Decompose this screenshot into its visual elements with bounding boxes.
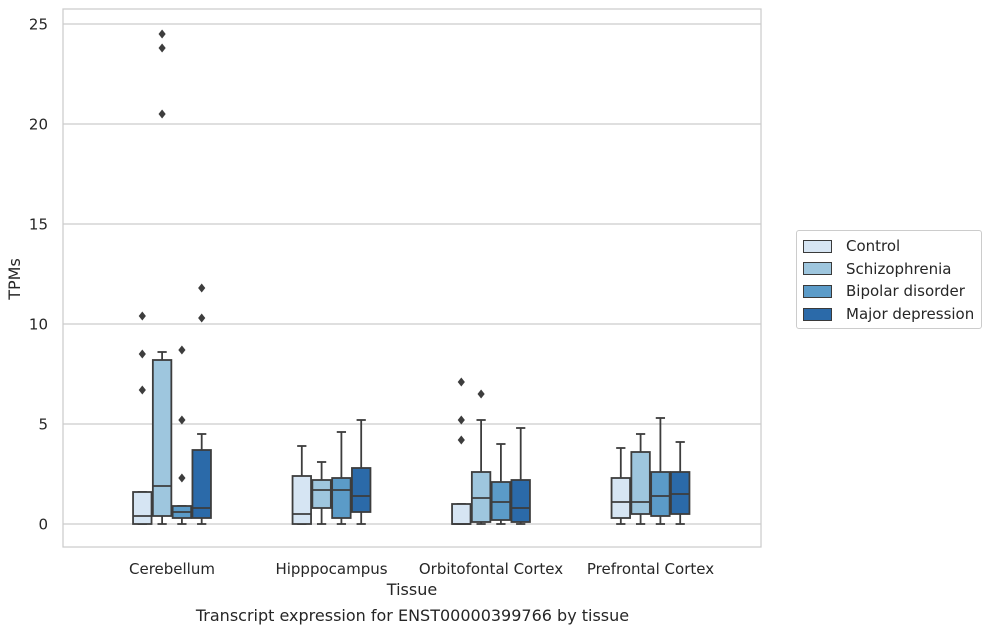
outlier-point	[457, 377, 465, 387]
y-tick-label: 15	[29, 216, 48, 234]
box-bipolar-disorder	[171, 345, 193, 525]
outlier-point	[178, 473, 186, 483]
box-iqr	[451, 503, 472, 525]
legend-swatch	[803, 262, 832, 276]
y-tick-label: 10	[29, 316, 48, 334]
x-axis-label: Tissue	[386, 580, 437, 599]
box-bipolar-disorder	[331, 431, 352, 525]
box-iqr	[470, 471, 492, 523]
legend-item: Control	[797, 235, 981, 258]
box-iqr	[610, 477, 631, 519]
y-tick-label: 0	[38, 516, 48, 534]
outlier-point	[158, 109, 166, 119]
legend-label: Control	[846, 237, 901, 256]
y-tick-label: 25	[29, 16, 48, 34]
box-schizophrenia	[470, 389, 492, 525]
outlier-point	[138, 349, 146, 359]
x-tick-label: Cerebellum	[129, 560, 215, 578]
box-major-depression	[351, 419, 372, 525]
x-tick-label: Orbitofontal Cortex	[419, 560, 563, 578]
legend-item: Bipolar disorder	[797, 280, 981, 303]
plot-area	[62, 8, 762, 548]
outlier-point	[198, 283, 206, 293]
x-axis-ticks: Cerebellum Hipppocampus Orbitofontal Corte…	[129, 560, 714, 578]
outlier-point	[158, 43, 166, 53]
box-schizophrenia	[311, 461, 332, 525]
outlier-point	[477, 389, 485, 399]
box-series	[132, 29, 691, 525]
box-major-depression	[670, 441, 691, 525]
box-iqr	[351, 467, 372, 513]
x-tick-label: Hipppocampus	[275, 560, 387, 578]
box-major-depression	[510, 427, 531, 525]
box-iqr	[670, 471, 691, 515]
outlier-point	[198, 313, 206, 323]
box-iqr	[151, 359, 173, 517]
outlier-point	[178, 345, 186, 355]
box-iqr	[191, 449, 212, 519]
legend-swatch	[803, 239, 832, 253]
legend-label: Bipolar disorder	[846, 282, 965, 301]
box-iqr	[331, 477, 352, 519]
box-major-depression	[191, 283, 212, 525]
box-control	[610, 447, 631, 525]
outlier-point	[138, 311, 146, 321]
outlier-point	[457, 415, 465, 425]
legend-label: Major depression	[846, 305, 975, 324]
legend-swatch	[803, 307, 832, 321]
box-iqr	[630, 451, 651, 515]
legend-swatch	[803, 284, 832, 298]
box-iqr	[291, 475, 312, 525]
legend-item: Major depression	[797, 303, 981, 326]
outlier-point	[457, 435, 465, 445]
y-tick-label: 5	[38, 416, 48, 434]
y-axis-label: TPMs	[5, 258, 24, 301]
y-axis-ticks: 0 5 10 15 20 25	[29, 16, 48, 534]
legend: Control Schizophrenia Bipolar disorder Majo…	[796, 230, 982, 330]
box-bipolar-disorder	[490, 443, 512, 525]
box-schizophrenia	[630, 433, 651, 525]
box-bipolar-disorder	[650, 417, 671, 525]
box-iqr	[510, 479, 531, 523]
box-iqr	[311, 479, 332, 509]
box-control	[291, 445, 312, 525]
legend-item: Schizophrenia	[797, 258, 981, 281]
x-tick-label: Prefrontal Cortex	[587, 560, 714, 578]
figure-caption: Transcript expression for ENST0000039976…	[195, 606, 630, 625]
outlier-point	[158, 29, 166, 39]
legend-label: Schizophrenia	[846, 259, 952, 278]
box-schizophrenia	[151, 29, 173, 525]
y-tick-label: 20	[29, 116, 48, 134]
box-iqr	[490, 481, 512, 521]
outlier-point	[138, 385, 146, 395]
box-control	[132, 311, 153, 525]
box-control	[451, 377, 472, 525]
outlier-point	[178, 415, 186, 425]
box-iqr	[650, 471, 671, 517]
box-iqr	[132, 491, 153, 525]
